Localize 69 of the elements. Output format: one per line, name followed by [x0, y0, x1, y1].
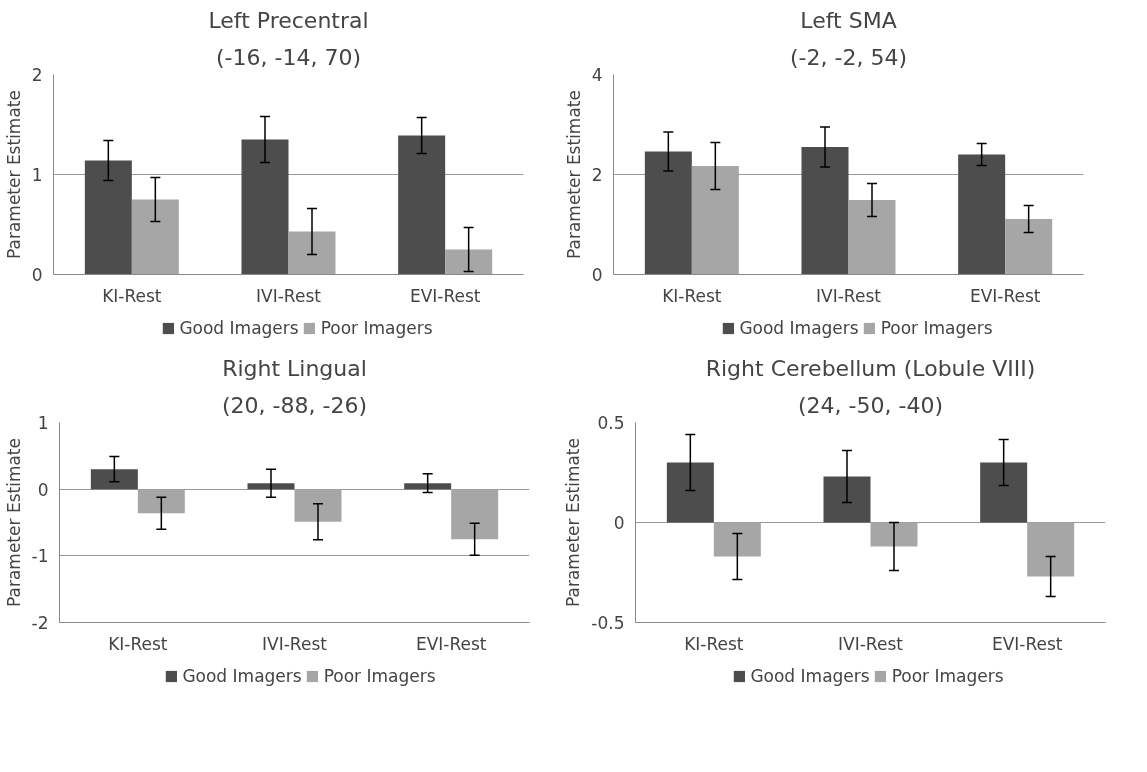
legend-label: Poor Imagers — [323, 666, 436, 686]
bar — [713, 522, 761, 557]
bar — [644, 151, 692, 275]
x-tick-label: KI-Rest — [684, 633, 744, 654]
chart-title: Left SMA — [800, 7, 897, 33]
bar — [666, 462, 714, 523]
y-tick-label: 0 — [31, 265, 43, 285]
y-axis-title: Parameter Estimate — [3, 438, 24, 607]
bar — [848, 200, 896, 275]
y-tick-label: 0 — [613, 513, 625, 533]
bar — [823, 476, 871, 523]
y-tick-label: 4 — [591, 65, 603, 85]
chart-subtitle: (24, -50, -40) — [798, 392, 943, 418]
bar — [294, 489, 342, 522]
legend-label: Good Imagers — [739, 318, 859, 338]
y-tick-label: 0.5 — [597, 413, 625, 433]
chart-subtitle: (20, -88, -26) — [222, 392, 367, 418]
bar — [1005, 219, 1053, 275]
legend-label: Poor Imagers — [320, 318, 433, 338]
bar — [84, 160, 132, 275]
bar — [247, 483, 295, 490]
chart-title: Right Lingual — [222, 355, 367, 381]
y-tick-label: -2 — [31, 613, 49, 633]
bar — [801, 147, 849, 275]
x-tick-label: IVI-Rest — [838, 633, 904, 654]
y-tick-label: 1 — [31, 165, 43, 185]
x-tick-label: KI-Rest — [108, 633, 168, 654]
y-tick-label: 2 — [591, 165, 603, 185]
y-axis-title: Parameter Estimate — [563, 90, 584, 259]
bar — [980, 462, 1028, 523]
x-tick-label: EVI-Rest — [409, 285, 481, 306]
y-axis-title: Parameter Estimate — [563, 438, 584, 607]
bar — [1027, 522, 1075, 577]
legend-label: Poor Imagers — [880, 318, 993, 338]
bar — [288, 231, 336, 275]
y-tick-label: 0 — [591, 265, 603, 285]
y-tick-label: -1 — [31, 546, 49, 567]
legend-label: Good Imagers — [182, 666, 302, 686]
bar — [137, 489, 185, 514]
bar — [398, 135, 446, 275]
y-tick-label: -0.5 — [591, 613, 625, 633]
y-tick-label: 0 — [37, 479, 49, 500]
bar — [241, 139, 289, 275]
x-tick-label: IVI-Rest — [816, 285, 882, 306]
legend-label: Good Imagers — [750, 666, 870, 686]
x-tick-label: KI-Rest — [102, 285, 162, 306]
chart-subtitle: (-2, -2, 54) — [790, 44, 908, 70]
x-tick-label: EVI-Rest — [415, 633, 487, 654]
y-axis-title: Parameter Estimate — [3, 90, 24, 259]
bar — [445, 249, 493, 275]
chart-title: Left Precentral — [208, 7, 369, 33]
bar — [958, 154, 1006, 275]
legend-label: Poor Imagers — [891, 666, 1004, 686]
bar — [131, 199, 179, 275]
bar — [691, 166, 739, 275]
y-tick-label: 1 — [37, 413, 49, 433]
chart-title: Right Cerebellum (Lobule VIII) — [705, 355, 1036, 381]
bar — [90, 469, 138, 490]
x-tick-label: KI-Rest — [662, 285, 722, 306]
bar — [870, 522, 918, 547]
x-tick-label: EVI-Rest — [991, 633, 1063, 654]
bar — [451, 489, 499, 540]
x-tick-label: IVI-Rest — [256, 285, 322, 306]
bar — [404, 483, 452, 490]
x-tick-label: IVI-Rest — [262, 633, 328, 654]
chart-subtitle: (-16, -14, 70) — [216, 44, 361, 70]
x-tick-label: EVI-Rest — [969, 285, 1041, 306]
legend-label: Good Imagers — [179, 318, 299, 338]
y-tick-label: 2 — [31, 65, 43, 85]
